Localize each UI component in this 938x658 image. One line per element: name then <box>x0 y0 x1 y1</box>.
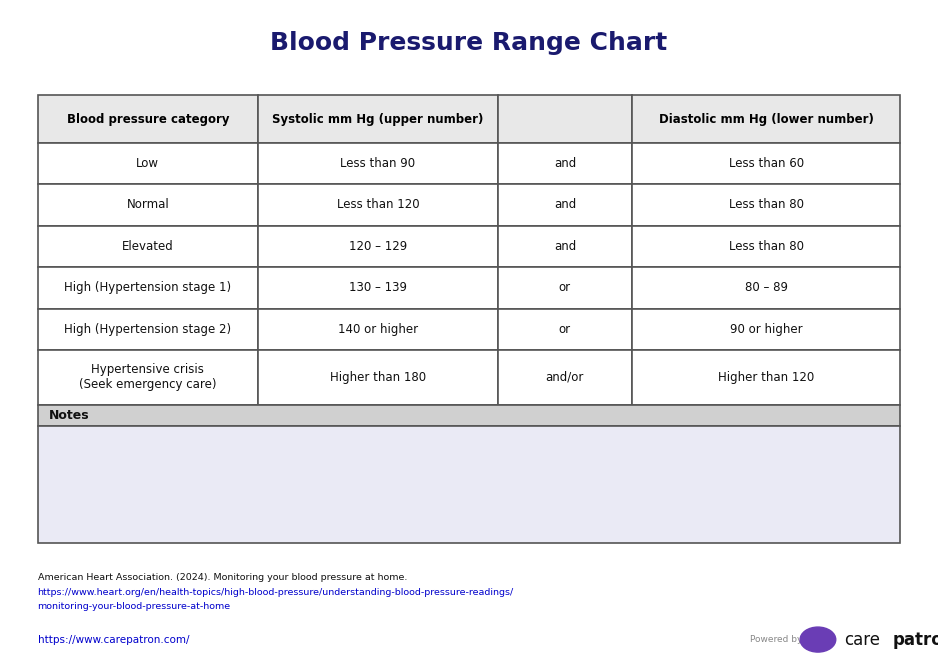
Text: and/or: and/or <box>546 371 584 384</box>
Text: Systolic mm Hg (upper number): Systolic mm Hg (upper number) <box>272 113 484 126</box>
Text: Diastolic mm Hg (lower number): Diastolic mm Hg (lower number) <box>658 113 873 126</box>
Text: High (Hypertension stage 1): High (Hypertension stage 1) <box>64 282 232 294</box>
Text: 130 – 139: 130 – 139 <box>349 282 407 294</box>
Bar <box>38 184 258 226</box>
Bar <box>38 226 258 267</box>
Text: and: and <box>553 157 576 170</box>
Text: or: or <box>559 323 571 336</box>
Text: Blood Pressure Range Chart: Blood Pressure Range Chart <box>270 31 668 55</box>
Text: Notes: Notes <box>49 409 89 422</box>
Bar <box>632 184 900 226</box>
Bar <box>38 350 258 405</box>
Bar <box>498 184 632 226</box>
Bar <box>38 95 258 143</box>
Text: Less than 120: Less than 120 <box>337 199 419 211</box>
Bar <box>258 95 498 143</box>
Text: Normal: Normal <box>127 199 169 211</box>
Bar <box>498 143 632 184</box>
Bar <box>498 350 632 405</box>
Text: Less than 60: Less than 60 <box>729 157 804 170</box>
Bar <box>258 143 498 184</box>
Bar <box>632 143 900 184</box>
Text: Blood pressure category: Blood pressure category <box>67 113 229 126</box>
Bar <box>38 309 258 350</box>
Text: 90 or higher: 90 or higher <box>730 323 803 336</box>
Bar <box>632 95 900 143</box>
Text: American Heart Association. (2024). Monitoring your blood pressure at home.: American Heart Association. (2024). Moni… <box>38 573 410 582</box>
Bar <box>632 350 900 405</box>
Bar <box>258 226 498 267</box>
Circle shape <box>800 627 836 652</box>
Text: Hypertensive crisis
(Seek emergency care): Hypertensive crisis (Seek emergency care… <box>79 363 217 392</box>
Text: Elevated: Elevated <box>122 240 174 253</box>
Text: High (Hypertension stage 2): High (Hypertension stage 2) <box>64 323 232 336</box>
Bar <box>38 426 900 543</box>
Text: Powered by: Powered by <box>750 635 803 644</box>
Text: and: and <box>553 199 576 211</box>
Bar <box>258 184 498 226</box>
Bar <box>258 350 498 405</box>
Bar <box>38 143 258 184</box>
Bar <box>498 95 632 143</box>
Text: Low: Low <box>136 157 159 170</box>
Bar <box>38 405 900 426</box>
Text: Less than 80: Less than 80 <box>729 199 804 211</box>
Text: 80 – 89: 80 – 89 <box>745 282 788 294</box>
Bar <box>632 226 900 267</box>
Text: Less than 90: Less than 90 <box>340 157 416 170</box>
Text: Higher than 120: Higher than 120 <box>719 371 814 384</box>
Bar <box>498 309 632 350</box>
Text: 140 or higher: 140 or higher <box>338 323 418 336</box>
Bar <box>498 226 632 267</box>
Text: patron: patron <box>893 630 938 649</box>
Text: 120 – 129: 120 – 129 <box>349 240 407 253</box>
Text: or: or <box>559 282 571 294</box>
Bar <box>632 267 900 309</box>
Bar <box>258 309 498 350</box>
Text: https://www.carepatron.com/: https://www.carepatron.com/ <box>38 634 189 645</box>
Bar <box>632 309 900 350</box>
Text: Higher than 180: Higher than 180 <box>330 371 426 384</box>
Bar <box>258 267 498 309</box>
Text: and: and <box>553 240 576 253</box>
Text: monitoring-your-blood-pressure-at-home: monitoring-your-blood-pressure-at-home <box>38 602 231 611</box>
Text: https://www.heart.org/en/health-topics/high-blood-pressure/understanding-blood-p: https://www.heart.org/en/health-topics/h… <box>38 588 514 597</box>
Bar <box>498 267 632 309</box>
Text: Less than 80: Less than 80 <box>729 240 804 253</box>
Text: care: care <box>844 630 880 649</box>
Bar <box>38 267 258 309</box>
